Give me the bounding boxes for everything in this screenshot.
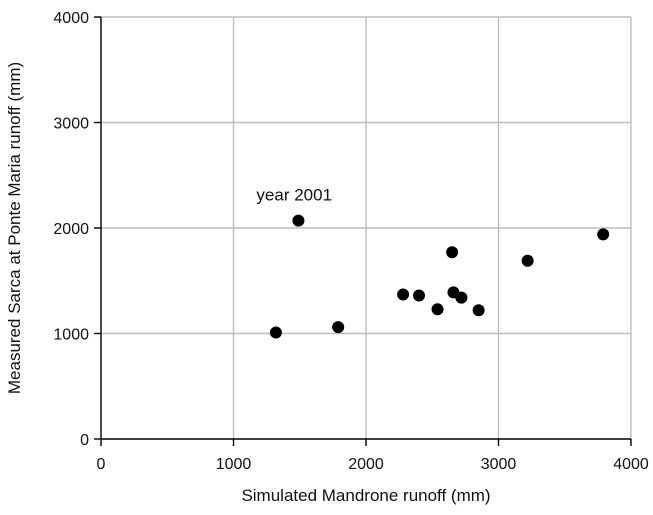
data-point-7 [446, 246, 459, 259]
y-tick-label-3000: 3000 [53, 116, 89, 133]
x-axis-title: Simulated Mandrone runoff (mm) [241, 486, 490, 505]
tick-labels: 0 1000 2000 3000 4000 0 1000 2000 3000 4000 [53, 10, 648, 473]
data-point-4 [397, 288, 410, 301]
x-tick-label-1000: 1000 [216, 456, 252, 473]
data-point-6 [431, 303, 444, 316]
data-point-5 [413, 289, 425, 302]
x-tick-label-4000: 4000 [613, 456, 649, 473]
data-point-12 [597, 228, 610, 241]
y-tick-label-4000: 4000 [53, 10, 89, 27]
data-point-1 [269, 326, 282, 339]
annotation-label-1: year 2001 [256, 186, 332, 205]
data-point-2 [292, 214, 305, 227]
data-point-11 [521, 254, 534, 267]
data-point-10 [472, 304, 485, 317]
x-tick-label-0: 0 [97, 456, 106, 473]
data-point-9 [455, 291, 468, 304]
annotations: year 2001 [256, 186, 332, 205]
x-tick-label-2000: 2000 [348, 456, 384, 473]
axes [94, 16, 632, 446]
y-tick-label-0: 0 [80, 432, 89, 449]
y-tick-label-1000: 1000 [53, 327, 89, 344]
x-tick-label-3000: 3000 [481, 456, 517, 473]
grid [101, 16, 632, 439]
data-points [269, 214, 610, 339]
y-axis-title: Measured Sarca at Ponte Maria runoff (mm… [5, 62, 24, 394]
y-tick-label-2000: 2000 [53, 221, 89, 238]
data-point-3 [332, 321, 345, 334]
